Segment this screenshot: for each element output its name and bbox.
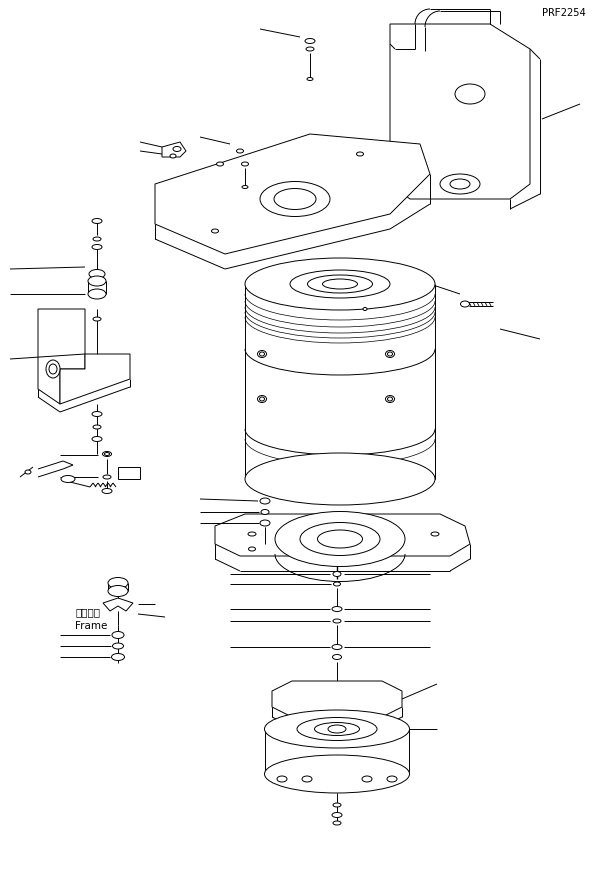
Ellipse shape [333,803,341,807]
Ellipse shape [332,607,342,612]
Ellipse shape [333,582,341,587]
Ellipse shape [315,723,360,736]
Polygon shape [162,143,186,158]
Ellipse shape [88,290,106,299]
Ellipse shape [440,175,480,195]
Ellipse shape [216,162,224,167]
Ellipse shape [387,398,392,401]
Ellipse shape [264,755,410,793]
Ellipse shape [461,302,469,307]
Ellipse shape [387,353,392,356]
Ellipse shape [257,351,267,358]
Ellipse shape [323,280,357,290]
Ellipse shape [103,476,111,479]
Ellipse shape [260,499,270,505]
Ellipse shape [259,353,264,356]
Ellipse shape [88,277,106,287]
Ellipse shape [362,776,372,782]
Ellipse shape [102,489,112,494]
Ellipse shape [328,725,346,733]
Ellipse shape [173,148,181,152]
Ellipse shape [300,523,380,556]
Ellipse shape [257,396,267,403]
Ellipse shape [92,437,102,442]
Ellipse shape [333,655,341,659]
Polygon shape [38,310,85,405]
Ellipse shape [259,398,264,401]
Ellipse shape [102,452,111,457]
Polygon shape [215,515,470,557]
Ellipse shape [332,812,342,817]
Ellipse shape [332,644,342,650]
Ellipse shape [92,412,102,417]
Ellipse shape [305,40,315,45]
Ellipse shape [455,85,485,104]
Ellipse shape [357,153,363,157]
Ellipse shape [333,619,341,623]
Ellipse shape [431,532,439,536]
Text: Frame: Frame [75,620,107,630]
Ellipse shape [363,308,367,311]
Ellipse shape [333,821,341,825]
Ellipse shape [248,532,256,536]
Ellipse shape [25,471,31,474]
Ellipse shape [302,776,312,782]
Ellipse shape [211,230,219,234]
Ellipse shape [450,180,470,190]
Polygon shape [60,355,130,405]
Ellipse shape [277,776,287,782]
Polygon shape [272,681,402,717]
Ellipse shape [248,547,256,551]
Ellipse shape [386,351,394,358]
Ellipse shape [387,776,397,782]
Ellipse shape [242,186,248,190]
Polygon shape [103,598,133,611]
Ellipse shape [92,245,102,250]
Ellipse shape [113,644,123,649]
Ellipse shape [61,476,75,483]
Ellipse shape [93,238,101,241]
Ellipse shape [170,155,176,159]
Ellipse shape [108,586,128,597]
Ellipse shape [290,270,390,299]
Ellipse shape [92,220,102,224]
Ellipse shape [306,48,314,52]
Ellipse shape [275,512,405,567]
Ellipse shape [264,710,410,748]
Ellipse shape [261,510,269,515]
Ellipse shape [297,717,377,741]
Ellipse shape [112,632,124,639]
Ellipse shape [307,276,373,293]
Ellipse shape [93,318,101,321]
Ellipse shape [93,426,101,429]
Ellipse shape [46,361,60,378]
Ellipse shape [260,183,330,217]
Ellipse shape [245,259,435,311]
Ellipse shape [386,396,394,403]
Text: PRF2254: PRF2254 [542,8,586,18]
Ellipse shape [260,521,270,527]
Ellipse shape [108,578,128,589]
Text: フレーム: フレーム [75,607,100,616]
Ellipse shape [49,364,57,375]
Ellipse shape [111,654,124,661]
Polygon shape [155,135,430,255]
Ellipse shape [307,78,313,82]
Ellipse shape [241,162,248,167]
Ellipse shape [317,530,362,549]
Polygon shape [390,25,530,200]
Polygon shape [118,467,140,479]
Ellipse shape [274,190,316,210]
Ellipse shape [245,453,435,506]
Ellipse shape [105,453,110,456]
Ellipse shape [333,572,341,577]
Ellipse shape [237,150,243,154]
Ellipse shape [89,270,105,279]
